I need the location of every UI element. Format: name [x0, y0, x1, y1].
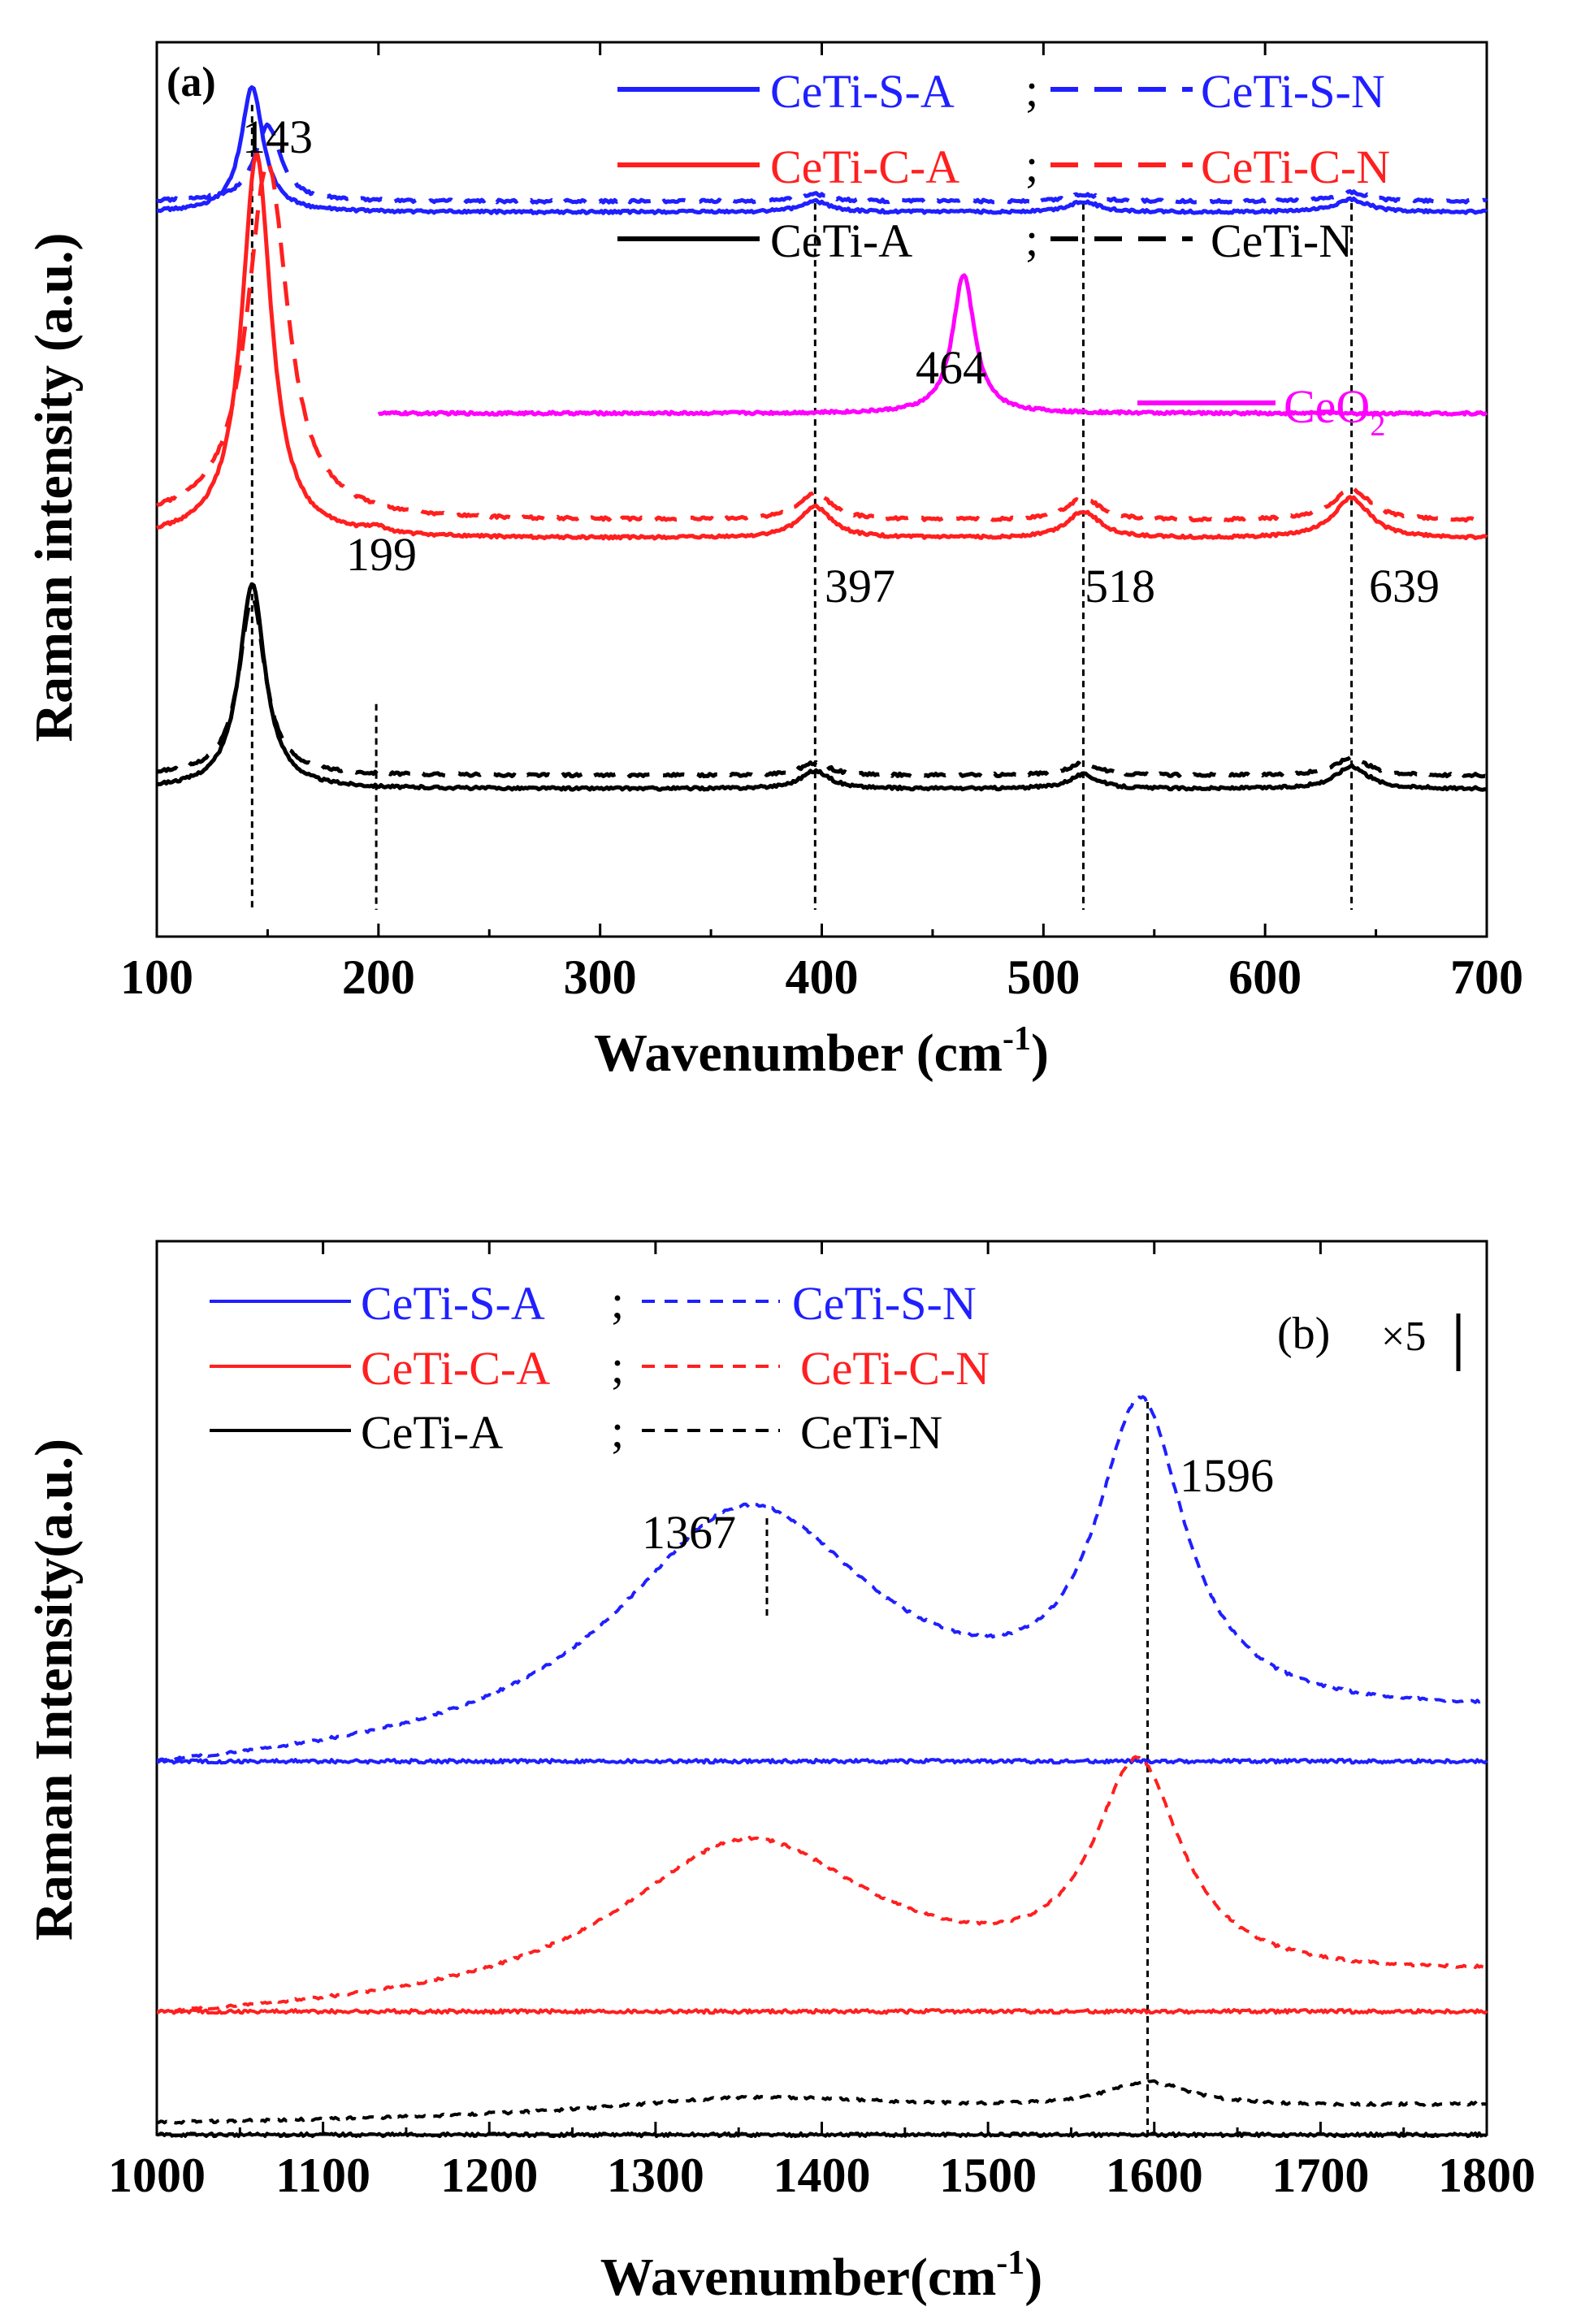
peak-label-518: 518 — [1085, 560, 1155, 612]
legend-a-sep-3: ; — [1025, 213, 1038, 266]
x-tick-label-1000: 1000 — [108, 2149, 206, 2202]
x-tick-label-1300: 1300 — [607, 2149, 704, 2202]
panel-a-y-axis-title: Raman intensity (a.u.) — [24, 232, 84, 742]
panel-b: 1000 1100 1200 1300 1400 1500 1600 1700 1800 CeT… — [24, 1240, 1536, 2307]
legend-a-label-ceti-c-n: CeTi-C-N — [1201, 141, 1390, 193]
scale-factor-label: ×5 — [1381, 1313, 1426, 1360]
legend-b-label-ceti-s-a: CeTi-S-A — [361, 1277, 545, 1330]
legend-b-label-ceti-n: CeTi-N — [800, 1406, 942, 1459]
series-ceti-c-a-solid — [156, 2008, 1488, 2015]
panel-b-x-axis-title: Wavenumber(cm-1) — [600, 2244, 1043, 2307]
x-tick-label-1500: 1500 — [939, 2149, 1037, 2202]
legend-b-sep-1: ; — [611, 1275, 624, 1328]
series-ceti-s-n-dashed — [156, 1395, 1488, 1763]
peak-label-199: 199 — [346, 528, 417, 581]
legend-a-label-ceo2: CeO2 — [1284, 380, 1385, 443]
series-ceo2-solid — [377, 273, 1488, 417]
series-ceti-c-n-dashed — [156, 1755, 1488, 2014]
peak-label-1367: 1367 — [642, 1506, 736, 1559]
series-ceti-s-a-solid — [156, 85, 1488, 215]
x-tick-label-400: 400 — [786, 950, 859, 1004]
x-tick-label-1400: 1400 — [773, 2149, 871, 2202]
panel-a-curves — [155, 85, 1488, 792]
legend-a-label-ceti-n: CeTi-N — [1211, 214, 1353, 267]
legend-b-sep-3: ; — [611, 1404, 624, 1457]
series-ceti-n-dashed — [156, 595, 1488, 779]
legend-b-sep-2: ; — [611, 1340, 624, 1393]
legend-a-label-ceti-c-a: CeTi-C-A — [770, 141, 959, 193]
x-tick-label-600: 600 — [1228, 950, 1302, 1004]
x-tick-label-100: 100 — [120, 950, 193, 1004]
panel-a-reference-lines — [250, 105, 1354, 910]
series-ceti-s-a-solid — [156, 1758, 1488, 1765]
panel-a-ticks: 100 200 300 400 500 600 700 — [120, 42, 1523, 1004]
x-tick-label-1800: 1800 — [1438, 2149, 1536, 2202]
series-ceti-c-n-dashed — [155, 160, 1488, 523]
peak-label-639: 639 — [1369, 560, 1440, 612]
peak-label-1596: 1596 — [1180, 1449, 1274, 1502]
legend-a-sep-2: ; — [1025, 139, 1038, 192]
x-tick-label-500: 500 — [1007, 950, 1080, 1004]
panel-b-curves — [156, 1395, 1488, 2139]
x-tick-label-200: 200 — [342, 950, 415, 1004]
x-tick-label-1100: 1100 — [275, 2149, 370, 2202]
panel-a-label: (a) — [167, 59, 216, 106]
x-tick-label-1700: 1700 — [1271, 2149, 1369, 2202]
x-tick-label-1600: 1600 — [1106, 2149, 1203, 2202]
legend-b-label-ceti-s-n: CeTi-S-N — [792, 1277, 977, 1330]
panel-b-legend: CeTi-S-A ; CeTi-S-N CeTi-C-A ; CeTi-C-N … — [210, 1275, 990, 1459]
legend-b-label-ceti-c-n: CeTi-C-N — [800, 1342, 990, 1395]
peak-label-397: 397 — [825, 560, 895, 612]
panel-a-legend: CeTi-S-A ; CeTi-S-N CeTi-C-A ; CeTi-C-N … — [617, 63, 1390, 267]
series-ceti-n-dashed — [156, 2079, 1488, 2125]
panel-a: 100 200 300 400 500 600 700 (a) CeTi-S-A ; CeT… — [24, 41, 1523, 1083]
panel-b-label: (b) — [1277, 1309, 1330, 1359]
series-ceti-a-solid — [156, 582, 1488, 792]
x-tick-label-1200: 1200 — [440, 2149, 538, 2202]
panel-b-y-axis-title: Raman Intensity(a.u.) — [24, 1439, 84, 1941]
panel-b-reference-lines — [765, 1402, 1150, 2135]
series-ceti-c-a-solid — [156, 152, 1488, 541]
x-tick-label-300: 300 — [564, 950, 637, 1004]
x-tick-label-700: 700 — [1450, 950, 1523, 1004]
peak-label-464: 464 — [916, 341, 986, 394]
series-ceti-s-n-dashed — [156, 122, 1488, 205]
panel-a-x-axis-title: Wavenumber (cm-1) — [594, 1020, 1049, 1083]
legend-a-label-ceti-a: CeTi-A — [770, 214, 912, 267]
peak-label-143: 143 — [242, 110, 313, 163]
legend-a-label-ceti-s-a: CeTi-S-A — [770, 65, 955, 118]
legend-b-label-ceti-c-a: CeTi-C-A — [361, 1342, 550, 1395]
legend-a-sep-1: ; — [1025, 63, 1038, 116]
legend-b-label-ceti-a: CeTi-A — [361, 1406, 503, 1459]
legend-a-label-ceti-s-n: CeTi-S-N — [1201, 65, 1385, 118]
panel-b-ticks: 1000 1100 1200 1300 1400 1500 1600 1700 1800 — [108, 1241, 1536, 2202]
